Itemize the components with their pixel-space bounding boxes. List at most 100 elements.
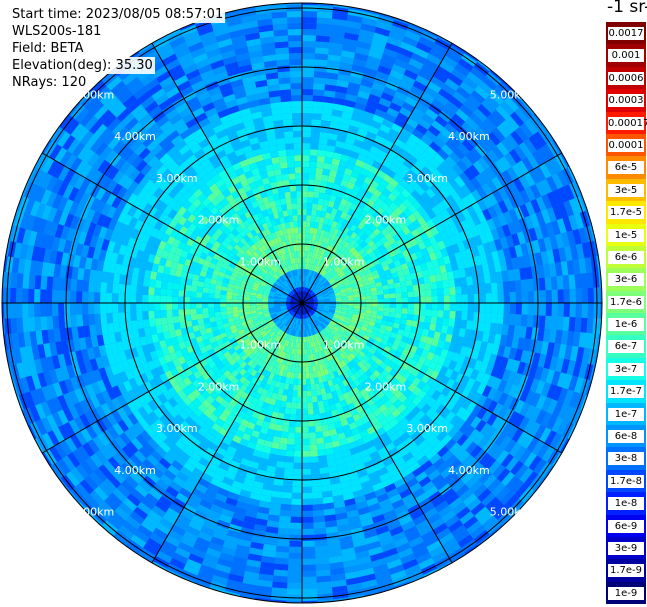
range-gate xyxy=(419,303,426,310)
range-gate xyxy=(346,221,354,230)
range-gate xyxy=(365,465,377,475)
range-gate xyxy=(454,319,462,328)
range-gate xyxy=(331,328,338,334)
range-gate xyxy=(398,447,411,458)
range-gate xyxy=(347,441,358,450)
range-gate xyxy=(427,267,435,276)
range-gate xyxy=(389,267,398,274)
range-gate xyxy=(317,298,324,301)
range-gate xyxy=(320,248,326,256)
range-gate xyxy=(335,323,342,329)
range-gate xyxy=(479,341,488,353)
range-gate xyxy=(502,313,510,325)
range-gate xyxy=(479,303,486,313)
range-gate xyxy=(136,311,143,321)
range-gate xyxy=(10,287,17,303)
range-gate xyxy=(112,293,119,303)
range-gate xyxy=(489,90,505,105)
range-gate xyxy=(276,362,283,370)
range-gate xyxy=(552,401,564,417)
range-gate xyxy=(369,44,385,54)
range-gate xyxy=(294,330,298,337)
range-gate xyxy=(381,53,396,64)
range-gate xyxy=(544,276,552,291)
range-gate xyxy=(367,125,380,135)
range-gate xyxy=(377,149,388,160)
range-gate xyxy=(456,260,465,270)
range-gate xyxy=(359,209,368,218)
range-gate xyxy=(337,128,349,137)
range-gate xyxy=(276,461,286,469)
range-gate xyxy=(362,334,370,341)
range-gate xyxy=(414,264,422,273)
range-gate xyxy=(504,152,517,167)
range-gate xyxy=(470,416,482,429)
range-gate xyxy=(381,320,389,326)
range-gate xyxy=(302,354,305,361)
range-gate xyxy=(308,167,317,174)
range-gate xyxy=(321,174,329,182)
range-gate xyxy=(539,290,546,303)
range-gate xyxy=(521,157,535,172)
range-gate xyxy=(314,533,327,541)
range-gate xyxy=(438,175,450,188)
range-gate xyxy=(313,407,320,415)
range-gate xyxy=(454,278,462,287)
range-gate xyxy=(94,281,102,293)
range-gate xyxy=(485,230,495,243)
range-gate xyxy=(334,91,347,100)
range-gate xyxy=(342,44,357,53)
range-gate xyxy=(294,324,298,331)
range-gate xyxy=(317,267,322,274)
range-gate xyxy=(517,256,526,269)
range-gate xyxy=(429,141,442,153)
range-gate xyxy=(287,365,292,373)
range-gate xyxy=(387,192,397,202)
range-gate xyxy=(309,161,317,168)
range-gate xyxy=(326,60,341,68)
range-gate xyxy=(314,272,319,279)
range-gate xyxy=(263,415,272,423)
range-gate xyxy=(349,374,358,382)
range-gate xyxy=(154,303,161,311)
range-gate xyxy=(334,276,341,282)
range-gate xyxy=(574,377,585,394)
range-gate xyxy=(391,452,403,463)
range-gate xyxy=(336,354,344,362)
range-gate xyxy=(316,161,325,169)
range-gate xyxy=(598,318,602,335)
range-gate xyxy=(437,303,444,311)
range-gate xyxy=(46,276,54,290)
range-gate xyxy=(418,524,433,537)
range-gate xyxy=(495,271,503,283)
range-gate xyxy=(343,371,350,380)
range-gate xyxy=(434,415,445,427)
range-gate xyxy=(266,465,276,473)
range-gate xyxy=(304,330,308,337)
range-gate xyxy=(465,248,474,259)
range-gate xyxy=(343,142,354,151)
range-gate xyxy=(425,146,438,158)
range-gate xyxy=(263,538,278,546)
range-gate xyxy=(567,424,577,440)
range-gate xyxy=(388,564,405,575)
range-gate xyxy=(321,114,332,122)
range-gate xyxy=(393,197,403,207)
range-gate xyxy=(505,258,514,271)
range-gate xyxy=(428,235,438,246)
range-gate xyxy=(282,389,289,396)
range-gate xyxy=(408,461,421,473)
range-gate xyxy=(431,380,441,391)
range-gate xyxy=(560,438,570,453)
range-gate xyxy=(245,472,256,481)
range-gate xyxy=(395,442,407,453)
range-gate xyxy=(309,251,313,258)
range-gate xyxy=(491,303,498,314)
range-gate xyxy=(389,228,398,238)
range-gate xyxy=(336,280,343,285)
range-gate xyxy=(476,199,488,212)
range-gate xyxy=(539,163,552,179)
range-gate xyxy=(509,442,522,457)
range-gate xyxy=(534,166,547,182)
range-gate xyxy=(113,273,121,284)
